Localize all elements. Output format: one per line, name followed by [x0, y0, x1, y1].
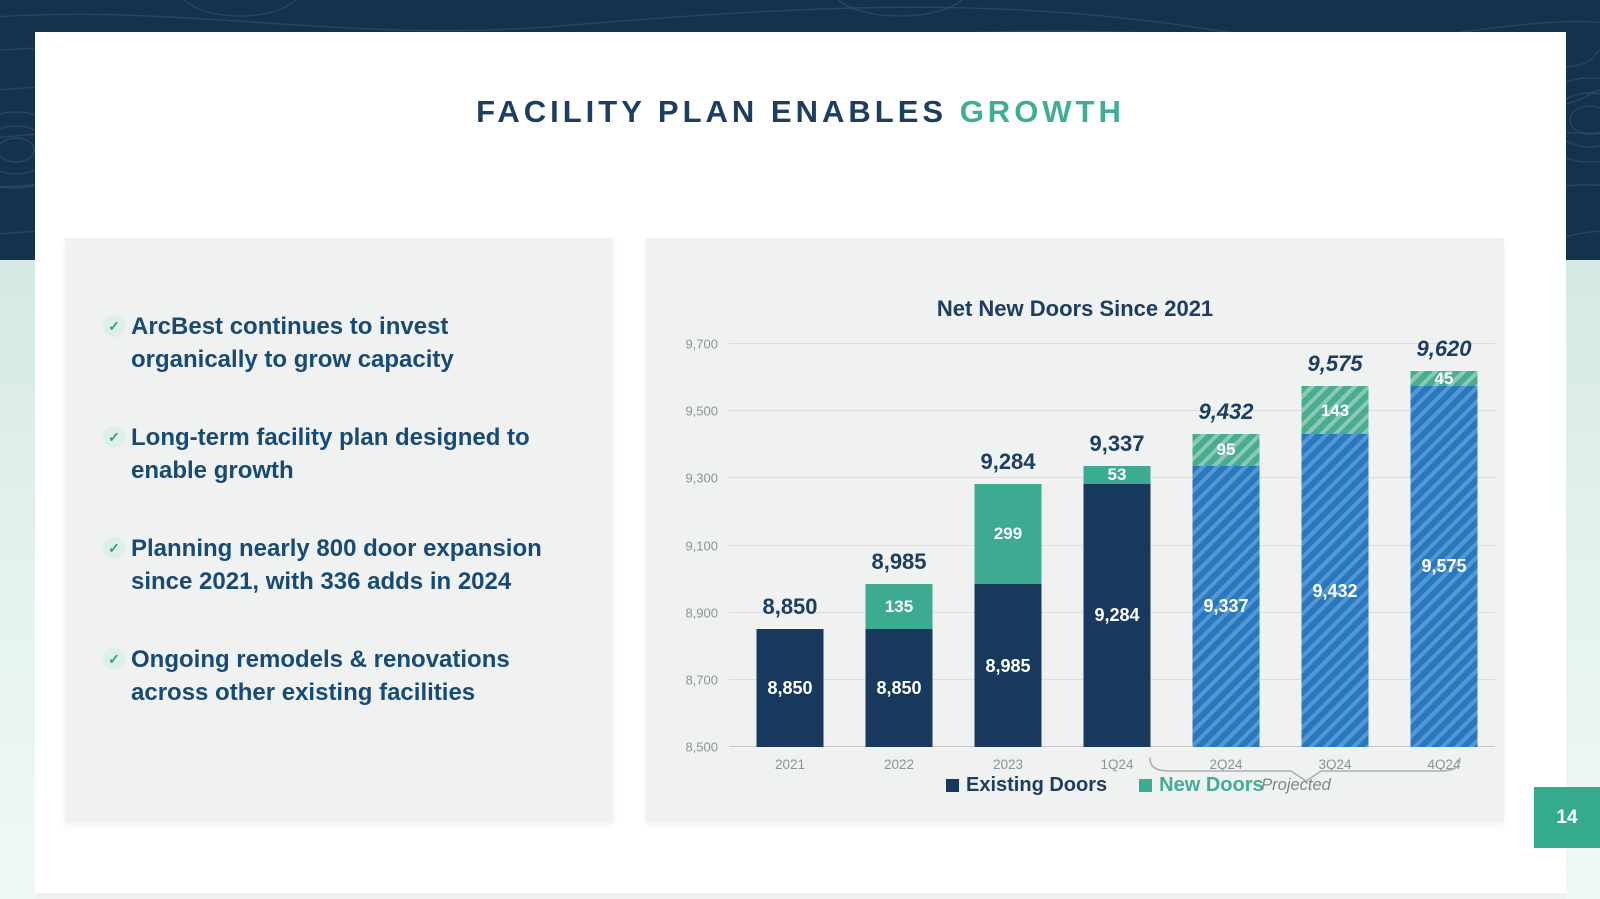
bar-2021: 8,850 — [756, 344, 824, 747]
bullet-text: Planning nearly 800 door expansion since… — [131, 535, 542, 595]
bar-total-label: 8,850 — [762, 594, 818, 620]
x-axis-label: 2Q24 — [1209, 757, 1243, 772]
bar-3Q24: 9,432 143 — [1301, 344, 1369, 747]
gridline — [729, 343, 1495, 344]
bar-existing-segment: 8,850 — [865, 629, 933, 747]
bar-2Q24: 9,337 95 — [1192, 344, 1260, 747]
x-axis-label: 2021 — [774, 757, 806, 772]
bar-new-value: 143 — [1320, 400, 1350, 420]
chart-card: Net New Doors Since 2021 8,500 8,700 8,900… — [646, 238, 1504, 822]
bar-1Q24: 9,284 53 — [1083, 344, 1151, 747]
bar-total-label: 9,432 — [1198, 399, 1254, 425]
bar-existing-segment: 9,284 — [1083, 483, 1151, 747]
bar-existing-segment: 9,432 — [1301, 434, 1369, 747]
bar-existing-value: 8,850 — [767, 678, 813, 699]
bullet-item: ✓ Planning nearly 800 door expansion sin… — [103, 532, 583, 598]
bar-existing-value: 9,432 — [1312, 580, 1358, 601]
bar-existing-value: 8,850 — [876, 678, 922, 699]
bar-total-label: 9,337 — [1089, 430, 1145, 456]
bar-new-segment: 53 — [1083, 465, 1151, 485]
x-axis-label: 4Q24 — [1427, 757, 1461, 772]
bullet-text: Long-term facility plan designed to enab… — [131, 424, 530, 484]
legend-item-existing-doors: Existing Doors — [946, 774, 1107, 797]
bar-new-segment: 45 — [1410, 368, 1478, 388]
bar-existing-value: 9,575 — [1421, 556, 1467, 577]
bar-existing-segment: 9,575 — [1410, 385, 1478, 747]
bar-new-value: 95 — [1216, 440, 1236, 460]
y-axis-label: 9,300 — [685, 470, 718, 486]
projected-bracket — [1149, 757, 1461, 782]
page-number-badge: 14 — [1534, 787, 1600, 848]
y-axis-label: 9,100 — [685, 538, 718, 553]
bar-2022: 8,850 135 — [865, 344, 933, 747]
bar-total-label: 8,985 — [871, 549, 927, 575]
projected-label: Projected — [1261, 776, 1331, 794]
page-title: FACILITY PLAN ENABLES GROWTH — [35, 94, 1566, 130]
bar-existing-segment: 8,985 — [974, 584, 1042, 747]
bar-total-label: 9,575 — [1307, 350, 1363, 376]
bullet-text: ArcBest continues to invest organically … — [131, 313, 454, 373]
bullet-item: ✓ ArcBest continues to invest organicall… — [103, 310, 583, 376]
bar-new-value: 299 — [993, 524, 1023, 544]
chart-legend: Existing Doors New Doors — [946, 774, 1264, 797]
bar-total-label: 9,284 — [980, 448, 1036, 474]
y-axis-label: 8,900 — [685, 605, 718, 621]
bar-existing-value: 9,284 — [1094, 605, 1140, 626]
x-axis-label: 2023 — [992, 757, 1024, 772]
bar-existing-segment: 9,337 — [1192, 465, 1260, 747]
bar-new-segment: 95 — [1192, 434, 1260, 466]
page-title-main: FACILITY PLAN ENABLES — [476, 94, 960, 129]
y-axis-label: 8,500 — [685, 739, 718, 755]
bar-new-value: 45 — [1434, 368, 1454, 388]
check-icon: ✓ — [103, 537, 125, 559]
bullet-text: Ongoing remodels & renovations across ot… — [131, 646, 510, 706]
bar-2023: 8,985 299 — [974, 344, 1042, 747]
bar-4Q24: 9,575 45 — [1410, 344, 1478, 747]
x-axis-label: 2022 — [883, 757, 915, 772]
legend-label-new: New Doors — [1159, 774, 1264, 796]
y-axis-label: 8,700 — [685, 672, 718, 688]
bar-new-segment: 135 — [865, 584, 933, 630]
bar-existing-value: 9,337 — [1203, 596, 1249, 617]
legend-swatch-new-icon — [1139, 779, 1153, 792]
y-axis-label: 9,700 — [685, 336, 718, 352]
legend-label-existing: Existing Doors — [966, 774, 1108, 796]
bar-new-segment: 299 — [974, 483, 1042, 585]
check-icon: ✓ — [103, 648, 125, 670]
bar-new-value: 135 — [884, 597, 914, 617]
bullet-card: ✓ ArcBest continues to invest organicall… — [65, 238, 613, 822]
bottom-edge-line — [35, 893, 1566, 899]
legend-swatch-existing-icon — [946, 779, 959, 792]
bar-new-segment: 143 — [1301, 386, 1369, 435]
y-axis-labels: 8,500 8,700 8,900 9,100 9,300 9,500 9,700 — [646, 337, 718, 755]
x-axis-label: 1Q24 — [1100, 757, 1134, 772]
gridline — [729, 410, 1495, 412]
bar-existing-segment: 8,850 — [756, 629, 824, 747]
chart-title: Net New Doors Since 2021 — [936, 296, 1214, 321]
bar-total-label: 9,620 — [1416, 335, 1472, 361]
legend-item-new-doors: New Doors — [1139, 774, 1264, 797]
bar-new-value: 53 — [1107, 465, 1127, 485]
check-icon: ✓ — [103, 426, 125, 448]
bullet-item: ✓ Long-term facility plan designed to en… — [103, 421, 583, 487]
bullet-item: ✓ Ongoing remodels & renovations across … — [103, 643, 583, 709]
chart-plot: 8,850 8,850 2021 8,850 135 8,985 2022 8,985 299 9… — [729, 336, 1495, 772]
y-axis-label: 9,500 — [685, 403, 718, 419]
page-title-accent: GROWTH — [959, 94, 1125, 129]
check-icon: ✓ — [103, 315, 125, 337]
bar-existing-value: 8,985 — [985, 655, 1031, 676]
x-axis-label: 3Q24 — [1318, 757, 1352, 772]
